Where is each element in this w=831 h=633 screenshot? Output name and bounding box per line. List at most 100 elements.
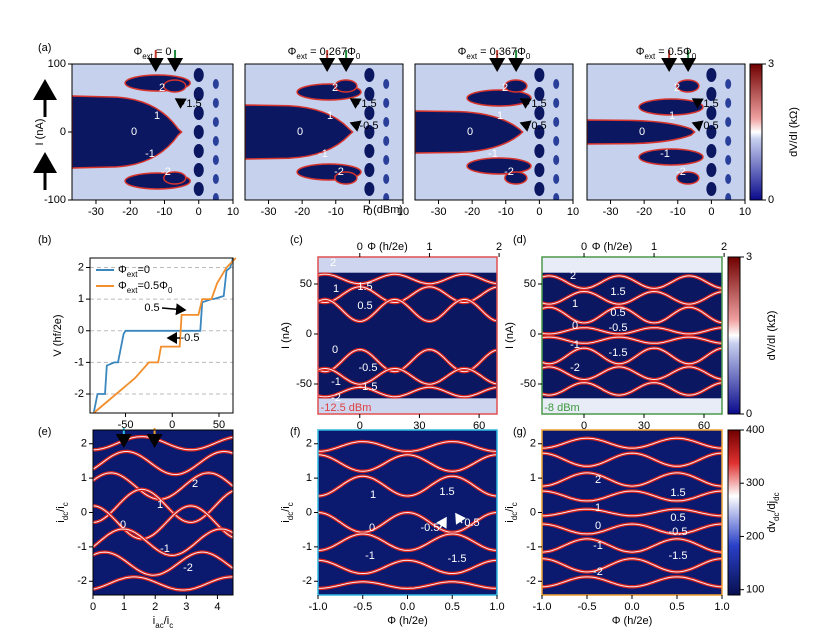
colorbar-label: dV/dI (kΩ)	[788, 107, 800, 157]
annotation: 1.5	[670, 487, 685, 499]
blob	[553, 98, 560, 108]
y-tick-label: 0	[306, 506, 312, 518]
annotation: -1	[570, 339, 580, 351]
ridge-core	[93, 451, 233, 475]
x-tick-label: -1.0	[533, 601, 552, 613]
annotation: -0.5	[359, 362, 378, 374]
blob	[364, 144, 375, 158]
annotation: -2	[676, 166, 686, 178]
blob	[383, 193, 390, 200]
panel-title: Φext = 0.367Φ0	[458, 46, 531, 61]
blob	[706, 182, 717, 196]
ridge-core	[318, 475, 497, 497]
colorbar	[749, 63, 763, 201]
ridge-core	[318, 298, 497, 322]
y-tick-label: -2	[77, 575, 87, 587]
x-axis-label: P (dBm)	[363, 204, 403, 216]
legend-label-part: 0	[168, 286, 173, 295]
x-tick-label: -20	[122, 206, 138, 218]
blob	[725, 79, 732, 89]
y-tick-label: 50	[300, 278, 312, 290]
annotation: 1	[157, 499, 163, 511]
annotation: -0.5	[669, 526, 688, 538]
legend-label-part: ext	[127, 270, 138, 279]
x-tick-label: 0	[581, 420, 587, 432]
blob	[706, 68, 717, 82]
y-tick-label: 1	[81, 472, 87, 484]
state-band	[334, 171, 358, 185]
blob	[534, 87, 545, 101]
legend-label: Φext=0	[118, 264, 150, 279]
ridge-core	[542, 452, 722, 467]
blob	[706, 106, 717, 120]
blob	[383, 136, 390, 146]
heatmap	[587, 64, 745, 200]
y-axis-label-part: c	[286, 502, 295, 506]
state-band	[163, 171, 187, 185]
y-axis-label: idc/ic	[280, 502, 295, 522]
panel-title-part: 0	[526, 52, 531, 61]
annotation: 1	[572, 298, 578, 310]
ridge-core	[93, 528, 233, 556]
annotation: -0.5	[609, 322, 628, 334]
ridge-core	[542, 490, 722, 502]
x-axis-label: Φ (h/2e)	[387, 615, 428, 627]
blob	[193, 87, 204, 101]
plot-area	[90, 258, 233, 413]
x-tick-label: 30	[413, 420, 425, 432]
blob	[706, 144, 717, 158]
heatmap	[318, 430, 497, 595]
y-axis-label-part: I (nA)	[504, 322, 516, 349]
colorbar-label-part: dc	[772, 492, 781, 500]
ridge-core	[93, 488, 233, 523]
x-tick-label: -30	[88, 206, 104, 218]
x-tick-label: -20	[464, 206, 480, 218]
annotation: -1	[365, 550, 375, 562]
annotation: -1	[160, 543, 170, 555]
y-axis-label-part: c	[510, 502, 519, 506]
x-tick-label: 0.0	[400, 601, 415, 613]
y-tick-label: -1	[302, 541, 312, 553]
annotation: -2	[570, 362, 580, 374]
panel-title-part: = 0.5Φ	[655, 46, 692, 58]
legend-label-part: Φ	[118, 264, 127, 276]
y-tick-label: -50	[296, 378, 312, 390]
blob	[383, 155, 390, 165]
blob	[534, 144, 545, 158]
annotation: 1.5	[186, 98, 201, 110]
panel-title-part: ext	[466, 52, 477, 61]
x-tick-label: -30	[603, 206, 619, 218]
blob	[553, 193, 560, 200]
blob	[364, 163, 375, 177]
y-tick-label: -100	[44, 194, 66, 206]
ridge-core	[318, 533, 497, 551]
x-tick-label: 0.5	[445, 601, 460, 613]
background	[542, 272, 722, 399]
x-axis-label-part: Φ (h/2e)	[612, 615, 653, 627]
colorbar-label-part: dV/dI (kΩ)	[788, 107, 800, 157]
y-axis-label-part: /i	[55, 506, 67, 512]
annotation: -2	[593, 566, 603, 578]
blob	[212, 79, 219, 89]
blob	[364, 87, 375, 101]
ridge-core	[542, 523, 722, 535]
y-tick-label: 100	[48, 58, 66, 70]
x-tick-label: 0	[169, 419, 175, 431]
blob	[725, 98, 732, 108]
ridge-core	[318, 511, 497, 533]
ridge-core	[93, 472, 233, 500]
y-axis-label-part: i	[55, 520, 67, 522]
blob	[212, 98, 219, 108]
ridge-core	[318, 286, 497, 304]
colorbar-label-part: /dj	[766, 501, 778, 513]
x-tick-label: 0	[366, 206, 372, 218]
heatmap	[542, 257, 722, 414]
x2-tick-label: 2	[496, 241, 502, 253]
zero-state	[587, 119, 696, 145]
x2-tick-label: 1	[426, 241, 432, 253]
blob	[193, 144, 204, 158]
blob	[553, 174, 560, 184]
state-band	[466, 89, 532, 107]
annotation: 0.5	[610, 307, 625, 319]
y-axis-label: I (nA)	[34, 119, 46, 146]
